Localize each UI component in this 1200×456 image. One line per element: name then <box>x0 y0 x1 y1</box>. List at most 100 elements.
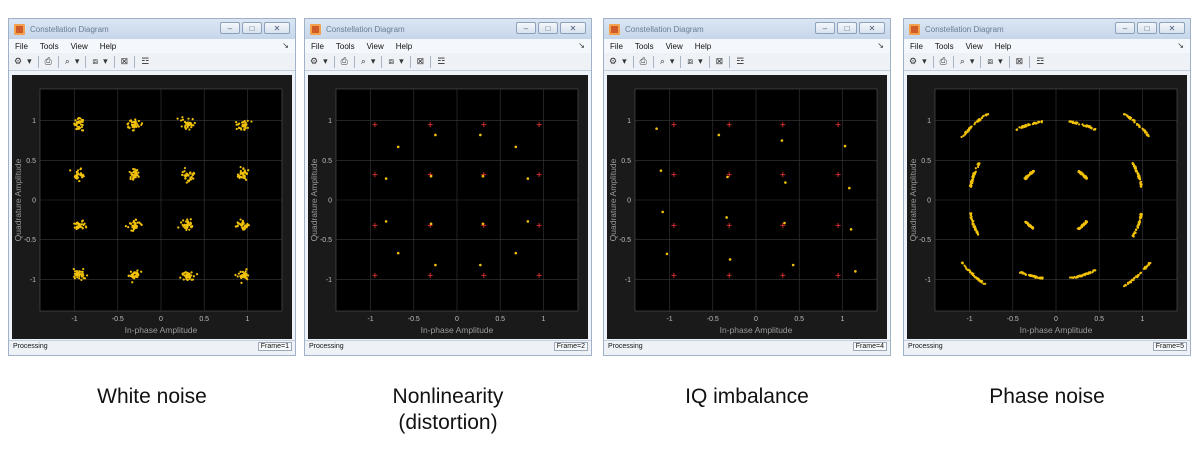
zoom-icon[interactable]: ⌕ <box>360 56 366 66</box>
signal-point <box>1068 269 1097 280</box>
zoom-dropdown-icon[interactable]: ▾ <box>74 56 80 66</box>
signal-point <box>1122 261 1152 288</box>
maximize-button[interactable]: □ <box>1137 22 1157 34</box>
signal-point <box>479 263 482 267</box>
caption-nonlinearity: Nonlinearity (distortion) <box>392 385 504 434</box>
style-icon[interactable]: ☲ <box>141 56 150 66</box>
menu-bar: File Tools View Help ↘ <box>9 39 295 53</box>
settings-icon[interactable]: ⚙ <box>609 56 618 66</box>
measure-icon[interactable]: ⊠ <box>715 56 724 66</box>
zoom-dropdown-icon[interactable]: ▾ <box>969 56 975 66</box>
scale-dropdown-icon[interactable]: ▾ <box>103 56 108 66</box>
settings-dropdown-icon[interactable]: ▾ <box>323 56 328 66</box>
x-tick-label: 0.5 <box>199 316 209 323</box>
menu-file[interactable]: File <box>910 41 923 51</box>
style-icon[interactable]: ☲ <box>1036 56 1045 66</box>
menu-help[interactable]: Help <box>694 41 712 51</box>
status-text: Processing <box>608 343 643 350</box>
menu-tools[interactable]: Tools <box>335 41 355 51</box>
scale-dropdown-icon[interactable]: ▾ <box>399 56 404 66</box>
x-tick-label: 1 <box>541 316 545 323</box>
measure-icon[interactable]: ⊠ <box>416 56 425 66</box>
zoom-dropdown-icon[interactable]: ▾ <box>669 56 675 66</box>
toolbar-separator <box>37 55 39 68</box>
settings-dropdown-icon[interactable]: ▾ <box>27 56 32 66</box>
menu-help[interactable]: Help <box>395 41 413 51</box>
scale-dropdown-icon[interactable]: ▾ <box>698 56 703 66</box>
signal-point <box>396 251 400 255</box>
signal-point <box>780 139 784 142</box>
menu-view[interactable]: View <box>366 41 384 51</box>
print-icon[interactable]: ⎙ <box>939 56 947 66</box>
x-tick-label: -1 <box>71 316 77 323</box>
settings-dropdown-icon[interactable]: ▾ <box>922 56 927 66</box>
window-title: Constellation Diagram <box>625 24 704 34</box>
menu-view[interactable]: View <box>965 41 983 51</box>
y-tick-label: 1 <box>32 118 36 125</box>
toolbar-separator <box>333 55 335 68</box>
toolbar-separator <box>680 55 682 68</box>
menu-help[interactable]: Help <box>994 41 1012 51</box>
style-icon[interactable]: ☲ <box>736 56 745 66</box>
close-button[interactable]: ✕ <box>560 22 586 34</box>
scale-axes-icon[interactable]: ⧈ <box>987 56 994 66</box>
close-button[interactable]: ✕ <box>264 22 290 34</box>
settings-icon[interactable]: ⚙ <box>310 56 319 66</box>
settings-icon[interactable]: ⚙ <box>909 56 918 66</box>
reference-point <box>372 222 378 228</box>
reference-point <box>780 172 786 178</box>
maximize-button[interactable]: □ <box>538 22 558 34</box>
minimize-button[interactable]: – <box>1115 22 1135 34</box>
style-icon[interactable]: ☲ <box>437 56 446 66</box>
menu-file[interactable]: File <box>15 41 28 51</box>
minimize-button[interactable]: – <box>220 22 240 34</box>
settings-dropdown-icon[interactable]: ▾ <box>622 56 627 66</box>
minimize-button[interactable]: – <box>516 22 536 34</box>
print-icon[interactable]: ⎙ <box>340 56 348 66</box>
zoom-icon[interactable]: ⌕ <box>959 56 965 66</box>
signal-point <box>848 186 851 190</box>
signal-point <box>1122 113 1150 138</box>
scale-axes-icon[interactable]: ⧈ <box>687 56 694 66</box>
settings-icon[interactable]: ⚙ <box>14 56 23 66</box>
print-icon[interactable]: ⎙ <box>639 56 647 66</box>
menu-file[interactable]: File <box>610 41 623 51</box>
close-button[interactable]: ✕ <box>1159 22 1185 34</box>
plot-area: -1 -0.5 0 0.5 1 -1 -0.5 0 0.5 1 In-phase Amplitude… <box>907 75 1187 339</box>
scale-axes-icon[interactable]: ⧈ <box>92 56 99 66</box>
zoom-icon[interactable]: ⌕ <box>64 56 70 66</box>
y-tick-label: -1 <box>925 277 931 284</box>
dock-arrow-icon[interactable]: ↘ <box>282 41 289 50</box>
close-button[interactable]: ✕ <box>859 22 885 34</box>
maximize-button[interactable]: □ <box>837 22 857 34</box>
signal-point <box>73 219 88 231</box>
signal-point <box>659 169 663 172</box>
scale-dropdown-icon[interactable]: ▾ <box>998 56 1003 66</box>
menu-tools[interactable]: Tools <box>39 41 59 51</box>
signal-point <box>843 144 847 148</box>
zoom-dropdown-icon[interactable]: ▾ <box>370 56 376 66</box>
dock-arrow-icon[interactable]: ↘ <box>1177 41 1184 50</box>
print-icon[interactable]: ⎙ <box>44 56 52 66</box>
reference-point <box>481 122 487 128</box>
menu-view[interactable]: View <box>70 41 88 51</box>
menu-tools[interactable]: Tools <box>934 41 954 51</box>
frame-counter: Frame=1 <box>257 342 292 351</box>
toolbar: ⚙ ▾ ⎙ ⌕ ▾ ⧈ ▾ ⊠ ☲ <box>305 53 591 71</box>
measure-icon[interactable]: ⊠ <box>120 56 129 66</box>
signal-point <box>960 113 990 139</box>
minimize-button[interactable]: – <box>815 22 835 34</box>
maximize-button[interactable]: □ <box>242 22 262 34</box>
reference-point <box>835 222 841 228</box>
zoom-icon[interactable]: ⌕ <box>659 56 665 66</box>
measure-icon[interactable]: ⊠ <box>1015 56 1024 66</box>
scale-axes-icon[interactable]: ⧈ <box>388 56 395 66</box>
menu-view[interactable]: View <box>665 41 683 51</box>
window-title: Constellation Diagram <box>30 24 109 34</box>
dock-arrow-icon[interactable]: ↘ <box>877 41 884 50</box>
menu-file[interactable]: File <box>311 41 324 51</box>
dock-arrow-icon[interactable]: ↘ <box>578 41 585 50</box>
menu-help[interactable]: Help <box>99 41 117 51</box>
menu-tools[interactable]: Tools <box>634 41 654 51</box>
status-bar: Processing Frame=4 <box>604 340 890 355</box>
